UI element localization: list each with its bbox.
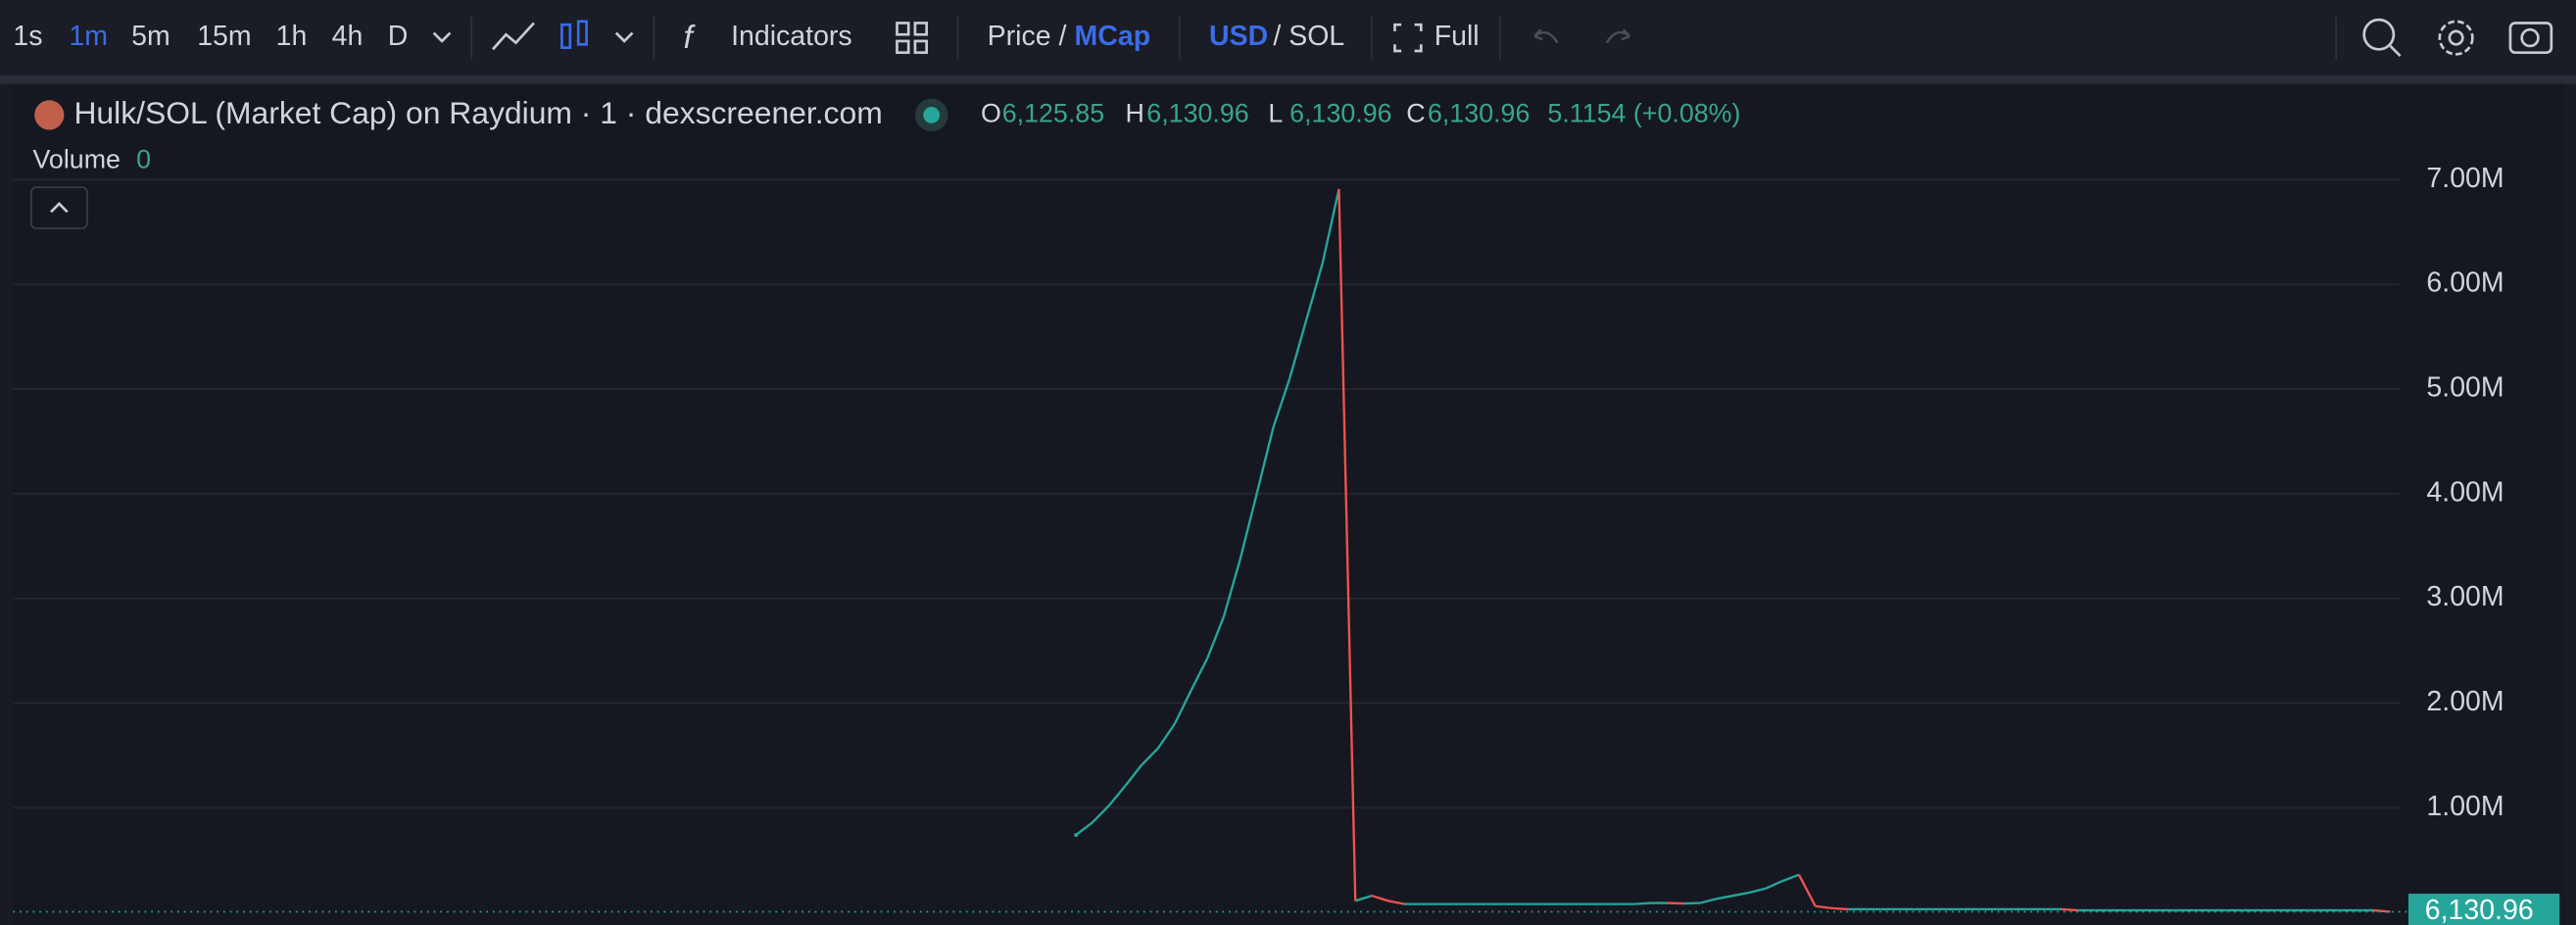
- price-segment: [1765, 880, 1783, 890]
- price-segment: [1206, 615, 1226, 658]
- undo-button[interactable]: [1533, 28, 1559, 44]
- price-segment: [1107, 785, 1127, 806]
- interval-button[interactable]: 5m: [131, 21, 170, 52]
- price-segment: [1173, 690, 1192, 725]
- price-segment: [1700, 898, 1718, 904]
- price-segment: [1371, 894, 1389, 902]
- legend-title: Hulk/SOL (Market Cap) on Raydium · 1 · d…: [73, 95, 882, 130]
- divider: [0, 75, 2576, 84]
- y-tick-label: 6.00M: [2426, 268, 2503, 299]
- indicators-button[interactable]: Indicators: [731, 21, 852, 52]
- price-segment: [1190, 657, 1209, 692]
- ohlc-value: 6,130.96: [1289, 98, 1391, 127]
- token-icon: [34, 100, 65, 130]
- ohlc-key: H: [1126, 98, 1144, 127]
- legend-change: 5.1154 (+0.08%): [1547, 98, 1740, 127]
- price-segment: [1337, 188, 1357, 901]
- price-segment: [1667, 901, 1684, 905]
- status-dot: [923, 107, 941, 123]
- interval-button[interactable]: 4h: [332, 21, 364, 52]
- interval-button[interactable]: 1m: [69, 21, 108, 52]
- price-toggle[interactable]: Price /: [988, 21, 1067, 52]
- price-segment: [1781, 873, 1800, 883]
- sol-toggle[interactable]: / SOL: [1273, 21, 1344, 52]
- collapse-icon: [50, 202, 69, 214]
- line-chart-button[interactable]: [491, 22, 535, 51]
- redo-button[interactable]: [1605, 28, 1631, 44]
- last-price-tag: [2407, 894, 2560, 925]
- price-segment: [1831, 906, 1849, 911]
- collapse-button[interactable]: [30, 186, 88, 229]
- price-segment: [1321, 188, 1340, 265]
- layout-button[interactable]: [896, 22, 928, 55]
- candle-button[interactable]: [560, 20, 588, 49]
- full-button[interactable]: Full: [1434, 21, 1480, 52]
- fullscreen-icon: [1393, 23, 1423, 53]
- price-segment: [1255, 427, 1275, 495]
- price-segment: [1387, 900, 1405, 905]
- price-segment: [1304, 263, 1324, 321]
- price-segment: [1732, 891, 1750, 898]
- price-segment: [1272, 377, 1291, 428]
- price-segment: [1141, 747, 1159, 766]
- price-segment: [1354, 894, 1373, 902]
- interval-button[interactable]: 15m: [197, 21, 251, 52]
- interval-button[interactable]: 1s: [13, 21, 42, 52]
- interval-button[interactable]: D: [388, 21, 409, 52]
- alert-button[interactable]: [2362, 18, 2402, 57]
- ohlc-key: L: [1268, 98, 1283, 127]
- plot: 1.00M 2.00M 3.00M 4.00M 5.00M 6.00M 7.00M 6,130…: [13, 163, 2560, 925]
- ohlc-value: 6,130.96: [1428, 98, 1530, 127]
- y-tick-label: 7.00M: [2426, 163, 2503, 194]
- screenshot-button[interactable]: [2508, 22, 2553, 55]
- price-segment: [2062, 907, 2079, 912]
- price-segment: [1683, 901, 1701, 905]
- interval-button[interactable]: 1h: [276, 21, 308, 52]
- mcap-toggle[interactable]: MCap: [1075, 21, 1151, 52]
- price-segment: [1092, 804, 1110, 824]
- price-segment: [1634, 901, 1652, 905]
- volume-label: Volume: [33, 144, 121, 173]
- interval-menu[interactable]: [432, 31, 452, 43]
- ohlc-key: C: [1406, 98, 1425, 127]
- usd-toggle[interactable]: USD: [1209, 21, 1268, 52]
- interval-group: 1s 1m 5m 15m 1h 4h D: [13, 21, 408, 52]
- plot-area: [13, 83, 2565, 925]
- ohlc-value: 6,130.96: [1146, 98, 1248, 127]
- y-tick-label: 2.00M: [2426, 686, 2503, 717]
- y-tick-label: 3.00M: [2426, 581, 2503, 612]
- price-segment: [1124, 763, 1143, 787]
- ohlc-group: O 6,125.85 H 6,130.96 L 6,130.96 C 6,130.96: [981, 98, 1530, 127]
- y-tick-label: 4.00M: [2426, 476, 2503, 508]
- price-segment: [1288, 320, 1308, 379]
- y-tick-label: 1.00M: [2426, 791, 2503, 822]
- price-segment: [2373, 908, 2391, 913]
- ohlc-key: O: [981, 98, 1001, 127]
- price-segment: [1075, 821, 1094, 837]
- toolbar: [0, 0, 2576, 76]
- price-segment: [1815, 904, 1832, 910]
- price-segment: [1222, 558, 1242, 617]
- ohlc-value: 6,125.85: [1002, 98, 1104, 127]
- price-segment: [1239, 493, 1258, 560]
- y-tick-label: 5.00M: [2426, 372, 2503, 404]
- price-segment: [1797, 874, 1817, 907]
- chart-type-menu[interactable]: [614, 31, 634, 43]
- price-segment: [1716, 894, 1734, 901]
- volume-value: 0: [136, 144, 151, 173]
- price-segment: [1749, 887, 1767, 894]
- settings-button[interactable]: [2438, 20, 2474, 56]
- price-segment: [1157, 723, 1176, 750]
- last-price-label: 6,130.96: [2425, 895, 2534, 925]
